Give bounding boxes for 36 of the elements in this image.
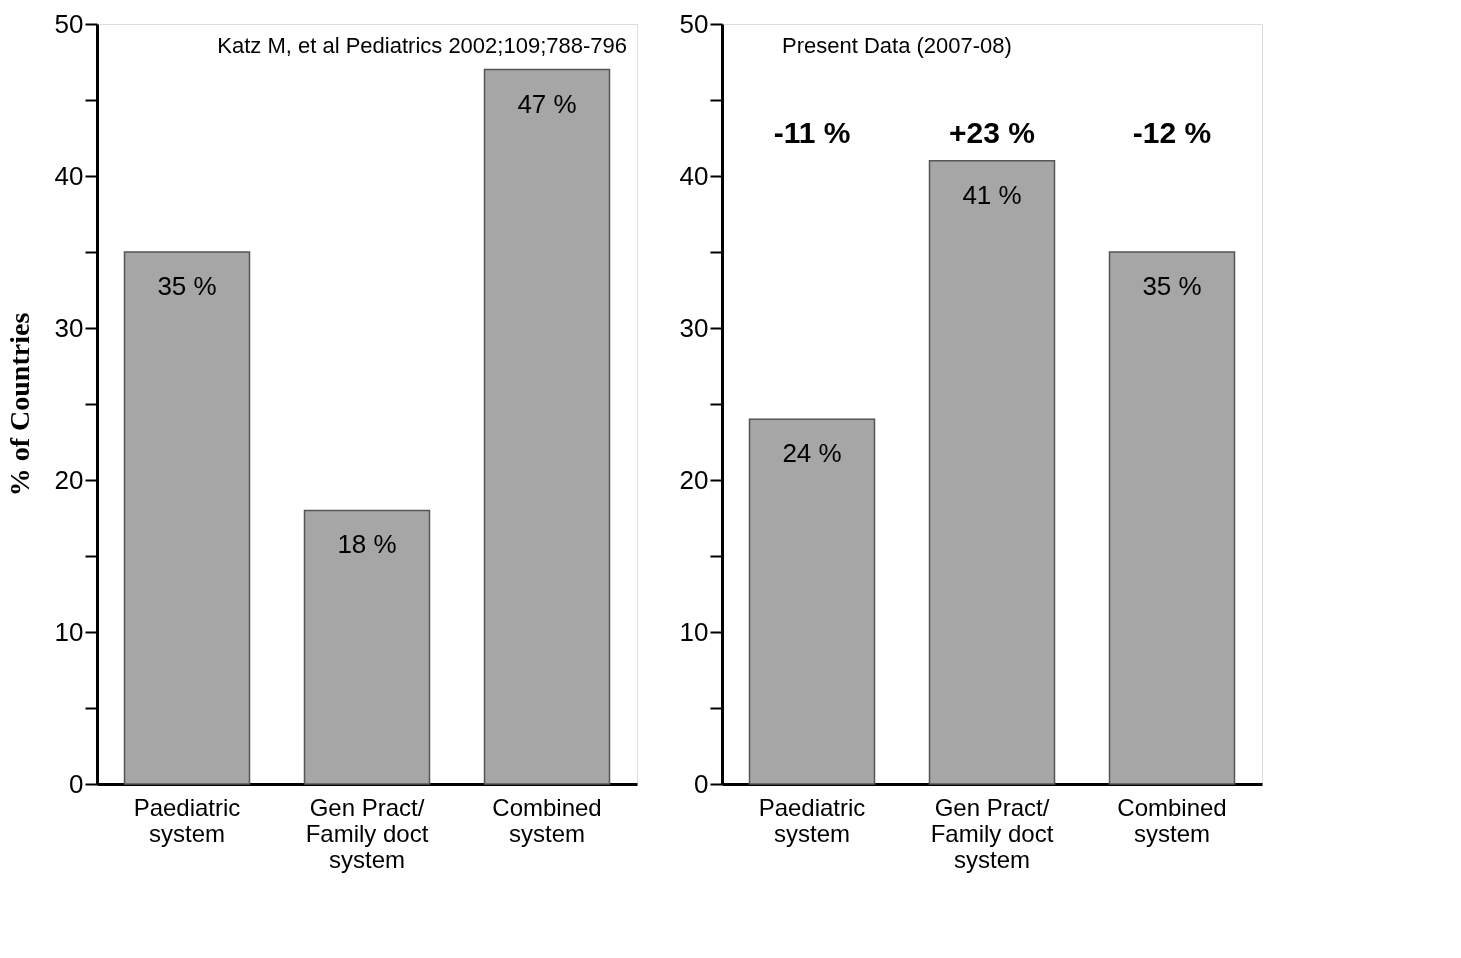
y-tick-label: 30	[679, 312, 709, 343]
bar	[123, 251, 251, 785]
y-tick-label: 0	[694, 768, 709, 799]
annotation: -12 %	[1132, 116, 1212, 149]
bar	[748, 418, 876, 785]
y-tick-label: 20	[679, 464, 709, 495]
y-tick-label: 40	[54, 160, 84, 191]
y-tick-label: 50	[679, 8, 709, 39]
data-label: 35 %	[157, 271, 217, 301]
y-tick-label: 10	[54, 616, 84, 647]
annotation: -11 %	[773, 116, 851, 149]
annotation: Katz M, et al Pediatrics 2002;109;788-796	[217, 33, 627, 58]
y-tick-label: 20	[54, 464, 84, 495]
x-tick-label: Paediatric system	[758, 793, 866, 847]
bar	[928, 160, 1056, 785]
data-label: 18 %	[337, 529, 397, 560]
annotation: Present Data (2007-08)	[782, 33, 1012, 58]
annotation: +23 %	[949, 116, 1035, 149]
data-label: 35 %	[1142, 271, 1202, 301]
y-axis-title: % of Countries	[3, 312, 35, 497]
y-tick-label: 50	[54, 8, 84, 39]
y-tick-label: 40	[679, 160, 709, 191]
y-tick-label: 30	[54, 312, 84, 343]
data-label: 41 %	[962, 179, 1022, 210]
bar	[483, 68, 611, 785]
bar	[303, 509, 431, 785]
y-tick-label: 10	[679, 616, 709, 647]
x-tick-label: Paediatric system	[133, 793, 241, 847]
x-tick-label: Combined system	[492, 793, 602, 847]
data-label: 24 %	[782, 438, 842, 469]
x-tick-label: Gen Pract/ Family doct system	[930, 793, 1054, 873]
data-label: 47 %	[517, 88, 577, 119]
bar	[1108, 251, 1236, 785]
x-tick-label: Combined system	[1117, 793, 1227, 847]
x-tick-label: Gen Pract/ Family doct system	[305, 793, 429, 873]
y-tick-label: 0	[69, 768, 84, 799]
